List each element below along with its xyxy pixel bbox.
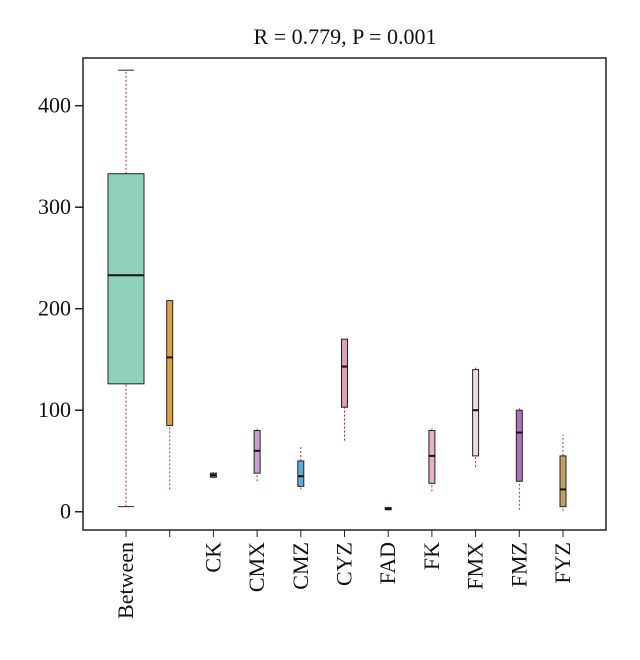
box: [472, 369, 480, 457]
x-tick-label: CMZ: [288, 542, 313, 590]
y-tick-label: 300: [38, 194, 71, 219]
box: [559, 455, 567, 508]
box: [428, 430, 436, 484]
x-tick-label: CK: [200, 542, 225, 573]
y-tick-label: 100: [38, 397, 71, 422]
x-tick-label: FYZ: [550, 542, 575, 584]
x-tick-label: FAD: [375, 542, 400, 584]
y-tick-label: 400: [38, 93, 71, 118]
box: [297, 460, 305, 487]
x-tick-label: FMZ: [506, 542, 531, 587]
box: [515, 409, 523, 482]
box: [107, 173, 145, 385]
x-tick-label: CYZ: [332, 542, 357, 586]
plot-frame: [82, 57, 607, 531]
y-tick-label: 200: [38, 296, 71, 321]
y-tick-label: 0: [60, 499, 71, 524]
x-tick-label: FMX: [463, 542, 488, 590]
x-tick-label: FK: [419, 542, 444, 570]
box: [253, 430, 261, 474]
box: [341, 338, 348, 408]
x-tick-label: Between: [113, 542, 138, 619]
box: [166, 300, 174, 426]
chart-title: R = 0.779, P = 0.001: [254, 24, 437, 49]
x-tick-label: CMX: [244, 542, 269, 592]
